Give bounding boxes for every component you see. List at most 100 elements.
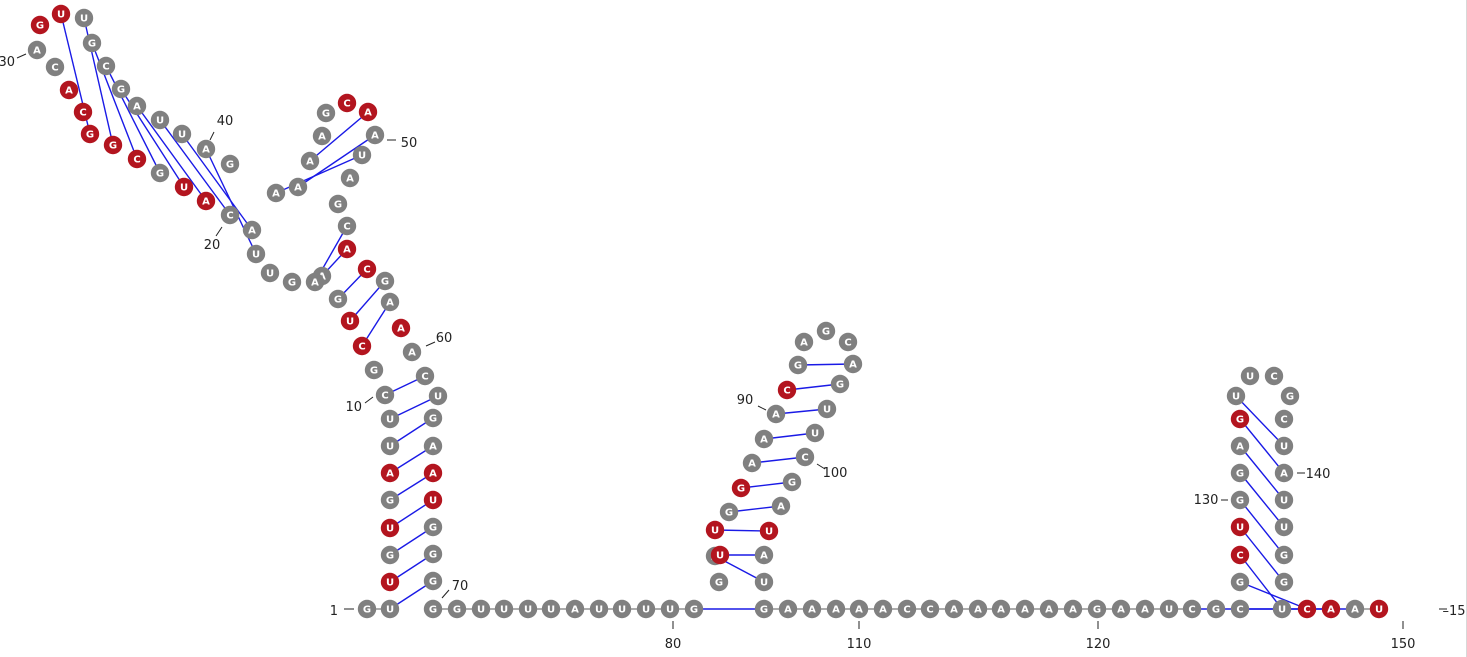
nucleotide-circle [423,490,443,510]
nucleotide: A [127,96,147,116]
nucleotide-letter: U [1280,523,1288,534]
nucleotide-circle [1274,490,1294,510]
nucleotide: G [375,271,395,291]
base-pair-bond [1235,395,1285,447]
position-number: 70 [452,579,469,594]
base-pair-bond [1239,526,1285,583]
nucleotide-letter: A [777,502,785,513]
nucleotide: U [518,599,538,619]
nucleotide-circle [380,572,400,592]
nucleotide: A [380,292,400,312]
nucleotide-letter: A [1327,605,1335,616]
nucleotide-letter: A [879,605,887,616]
nucleotide-letter: G [381,277,389,288]
nucleotide: A [305,272,325,292]
nucleotide-circle [771,496,791,516]
nucleotide-letter: G [1236,469,1244,480]
nucleotide: A [340,168,360,188]
nucleotide: C [795,447,815,467]
nucleotide: U [805,423,825,443]
nucleotide: U [172,124,192,144]
nucleotide-letter: G [794,361,802,372]
nucleotide: U [612,599,632,619]
nucleotide-letter: A [343,245,351,256]
nucleotide: C [1230,545,1250,565]
nucleotide-circle [380,545,400,565]
base-pair-bond [309,111,369,162]
nucleotide-circle [1230,463,1250,483]
nucleotide: A [27,40,47,60]
nucleotide: A [742,453,762,473]
nucleotide: U [1230,517,1250,537]
nucleotide-circle [103,135,123,155]
nucleotide-letter: G [429,523,437,534]
number-tick [215,226,223,237]
nucleotide-circle [316,103,336,123]
nucleotide: G [423,517,443,537]
nucleotide: U [380,436,400,456]
nucleotide-letter: U [386,605,394,616]
nucleotide-circle [1274,545,1294,565]
nucleotide: A [766,404,786,424]
nucleotide-circle [849,599,869,619]
nucleotide-letter: G [1280,578,1288,589]
nucleotide-letter: C [801,453,808,464]
nucleotide-letter: U [386,442,394,453]
nucleotide-letter: G [1093,605,1101,616]
nucleotide: G [1274,545,1294,565]
position-number: 140 [1306,467,1331,482]
nucleotide-circle [300,151,320,171]
nucleotide-circle [518,599,538,619]
nucleotide-letter: U [524,605,532,616]
nucleotide: C [337,216,357,236]
base-pair-bond [1239,554,1283,610]
position-number: 110 [847,637,872,652]
nucleotide-letter: C [844,338,851,349]
nucleotide: A [754,429,774,449]
nucleotide-circle [1230,545,1250,565]
nucleotide-letter: G [429,414,437,425]
nucleotide-letter: C [133,155,140,166]
nucleotide-letter: A [1280,469,1288,480]
nucleotide-circle [260,263,280,283]
nucleotide-circle [541,599,561,619]
nucleotide-circle [127,149,147,169]
nucleotide: U [74,8,94,28]
nucleotide-letter: G [737,484,745,495]
nucleotide-letter: C [1280,415,1287,426]
nucleotide-letter: U [595,605,603,616]
nucleotide-circle [357,599,377,619]
number-tick [16,53,27,59]
nucleotide-circle [843,354,863,374]
base-pair-bond [1239,499,1285,556]
nucleotide-circle [423,571,443,591]
nucleotide-circle [328,289,348,309]
nucleotide-circle [337,239,357,259]
nucleotide-circle [660,599,680,619]
nucleotide: U [1226,386,1246,406]
nucleotide-circle [30,15,50,35]
nucleotide-circle [1063,599,1083,619]
nucleotide-circle [340,168,360,188]
nucleotide-letter: U [386,578,394,589]
nucleotide: A [380,463,400,483]
nucleotide-letter: A [202,197,210,208]
nucleotide-letter: U [477,605,485,616]
nucleotide-letter: A [429,442,437,453]
nucleotide-letter: G [429,577,437,588]
nucleotide: G [447,599,467,619]
nucleotide-letter: A [1045,605,1053,616]
nucleotide-letter: G [386,551,394,562]
nucleotide: A [312,126,332,146]
nucleotide-circle [794,332,814,352]
nucleotide-letter: A [33,46,41,57]
nucleotide: U [428,386,448,406]
nucleotide: A [754,545,774,565]
nucleotide: U [1159,599,1179,619]
nucleotide-letter: U [57,10,65,21]
position-number: 100 [823,466,848,481]
nucleotide-letter: U [618,605,626,616]
base-pair-bond [297,134,376,188]
nucleotide-letter: A [772,410,780,421]
nucleotide: G [364,360,384,380]
